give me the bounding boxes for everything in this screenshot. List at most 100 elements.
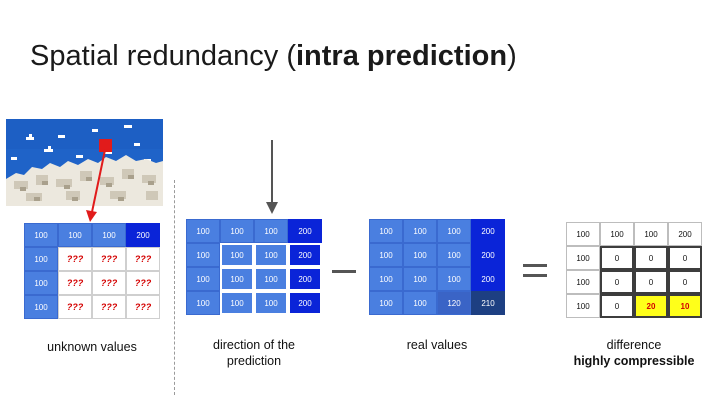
grid-cell: ??? <box>92 295 126 319</box>
grid-cell: 100 <box>220 243 254 267</box>
table-row: 100 100 100 200 <box>24 223 160 247</box>
caption-highly-compressible-text: highly compressible <box>573 354 695 368</box>
table-row: 100 100 100 200 <box>369 219 505 243</box>
table-row: 100 0 0 0 <box>566 270 702 294</box>
grid-cell: 0 <box>600 246 634 270</box>
down-arrow-icon <box>266 140 278 214</box>
caption-direction-line1: direction of the <box>213 338 295 352</box>
grid-cell: 100 <box>24 295 58 319</box>
grid-cell: 100 <box>369 219 403 243</box>
grid-cell: 100 <box>186 243 220 267</box>
grid-cell: 100 <box>24 247 58 271</box>
grid-cell: ??? <box>126 295 160 319</box>
grid-cell: 200 <box>126 223 160 247</box>
unknown-values-grid: 100 100 100 200 100 ??? ??? ??? 100 ??? … <box>24 223 160 319</box>
grid-cell: ??? <box>58 247 92 271</box>
slide-title: Spatial redundancy (intra prediction) <box>30 40 517 73</box>
equals-sign-icon-bar <box>523 274 547 277</box>
grid-cell: 100 <box>254 219 288 243</box>
table-row: 100 100 100 200 <box>186 243 322 267</box>
difference-grid: 100 100 100 200 100 0 0 0 100 0 0 0 100 … <box>566 222 702 318</box>
grid-cell: ??? <box>58 295 92 319</box>
grid-cell: 100 <box>369 243 403 267</box>
grid-cell: 100 <box>254 243 288 267</box>
grid-cell: 210 <box>471 291 505 315</box>
grid-cell: 200 <box>288 291 322 315</box>
grid-cell: 200 <box>471 267 505 291</box>
grid-cell: ??? <box>92 271 126 295</box>
table-row: 100 0 20 10 <box>566 294 702 318</box>
table-row: 100 100 100 200 <box>186 267 322 291</box>
grid-cell: 100 <box>403 291 437 315</box>
table-row: 100 0 0 0 <box>566 246 702 270</box>
grid-cell: 100 <box>437 267 471 291</box>
real-values-grid: 100 100 100 200 100 100 100 200 100 100 … <box>369 219 505 315</box>
grid-cell-highlight: 10 <box>668 294 702 318</box>
table-row: 100 100 100 200 <box>186 291 322 315</box>
grid-cell: 100 <box>220 219 254 243</box>
grid-cell: 0 <box>668 270 702 294</box>
grid-cell: 100 <box>437 219 471 243</box>
grid-cell: 100 <box>92 223 126 247</box>
grid-cell-highlight: 20 <box>634 294 668 318</box>
table-row: 100 100 100 200 <box>186 219 322 243</box>
grid-cell: 200 <box>288 267 322 291</box>
grid-cell: 0 <box>634 270 668 294</box>
title-bold: intra prediction <box>296 40 508 72</box>
grid-cell: ??? <box>126 271 160 295</box>
caption-real-values: real values <box>406 338 468 352</box>
grid-cell: 100 <box>186 219 220 243</box>
grid-cell: 100 <box>254 267 288 291</box>
grid-cell: 100 <box>220 267 254 291</box>
grid-cell: 100 <box>403 267 437 291</box>
grid-cell: 100 <box>369 291 403 315</box>
table-row: 100 100 120 210 <box>369 291 505 315</box>
direction-prediction-grid: 100 100 100 200 100 100 100 200 100 100 … <box>186 219 322 315</box>
caption-unknown-values: unknown values <box>47 340 137 354</box>
table-row: 100 ??? ??? ??? <box>24 295 160 319</box>
grid-cell: 100 <box>24 271 58 295</box>
table-row: 100 100 100 200 <box>369 267 505 291</box>
table-row: 100 ??? ??? ??? <box>24 271 160 295</box>
caption-highly-compressible: highly compressible <box>556 354 712 368</box>
grid-cell: 100 <box>566 270 600 294</box>
caption-difference: difference <box>606 338 662 352</box>
grid-cell: 100 <box>186 267 220 291</box>
grid-cell: 200 <box>668 222 702 246</box>
equals-sign-icon <box>523 264 547 267</box>
grid-cell: 120 <box>437 291 471 315</box>
caption-direction-line2: prediction <box>226 354 282 368</box>
grid-cell: 100 <box>186 291 220 315</box>
grid-cell: 0 <box>634 246 668 270</box>
grid-cell: ??? <box>92 247 126 271</box>
grid-cell: 100 <box>58 223 92 247</box>
grid-cell: 200 <box>288 243 322 267</box>
table-row: 100 ??? ??? ??? <box>24 247 160 271</box>
table-row: 100 100 100 200 <box>566 222 702 246</box>
title-prefix: Spatial redundancy ( <box>30 40 296 72</box>
grid-cell: 0 <box>600 270 634 294</box>
grid-cell: 0 <box>600 294 634 318</box>
grid-cell: ??? <box>126 247 160 271</box>
grid-cell: 200 <box>288 219 322 243</box>
grid-cell: 100 <box>566 246 600 270</box>
grid-cell: 100 <box>24 223 58 247</box>
grid-cell: 100 <box>600 222 634 246</box>
grid-cell: 100 <box>566 294 600 318</box>
title-suffix: ) <box>507 40 517 72</box>
grid-cell: ??? <box>58 271 92 295</box>
minus-sign-icon <box>332 270 356 273</box>
grid-cell: 100 <box>437 243 471 267</box>
table-row: 100 100 100 200 <box>369 243 505 267</box>
grid-cell: 100 <box>566 222 600 246</box>
dashed-divider <box>174 180 175 395</box>
grid-cell: 100 <box>254 291 288 315</box>
grid-cell: 100 <box>634 222 668 246</box>
grid-cell: 100 <box>403 243 437 267</box>
pixel-sky-clouds-image <box>6 119 163 206</box>
grid-cell: 200 <box>471 219 505 243</box>
grid-cell: 100 <box>369 267 403 291</box>
grid-cell: 100 <box>403 219 437 243</box>
grid-cell: 200 <box>471 243 505 267</box>
grid-cell: 0 <box>668 246 702 270</box>
